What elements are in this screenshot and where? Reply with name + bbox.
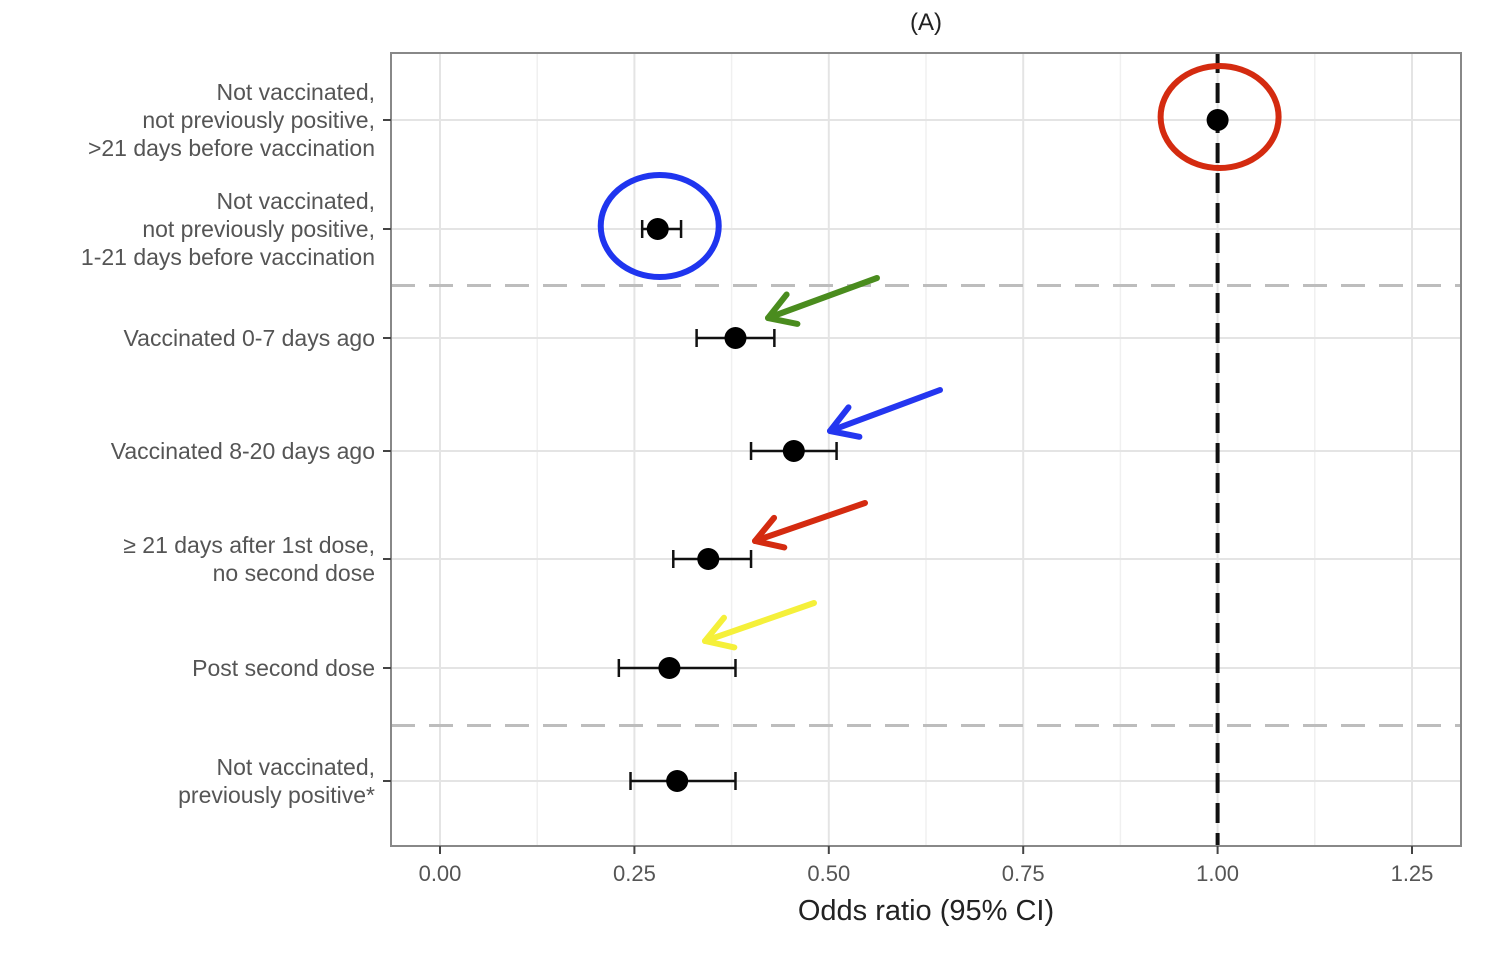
data-marks — [617, 109, 1229, 792]
y-tick-label-line: not previously positive, — [142, 216, 375, 242]
x-tick-label: 0.75 — [1002, 861, 1045, 886]
annotation-arrow — [765, 275, 880, 327]
y-tick-label-line: ≥ 21 days after 1st dose, — [123, 532, 375, 558]
y-tick-label-line: Vaccinated 8-20 days ago — [111, 438, 375, 464]
y-axis: Not vaccinated, not previously positive, >… — [81, 79, 391, 808]
point-estimate — [658, 657, 681, 679]
y-tick-label-line: Post second dose — [192, 655, 375, 681]
y-tick-label-line: >21 days before vaccination — [88, 135, 375, 161]
point-estimate — [782, 440, 805, 462]
arrow-shaft — [702, 600, 817, 644]
grid-lines — [391, 53, 1461, 846]
data-row-5 — [672, 548, 753, 570]
arrow-shaft — [752, 500, 868, 544]
x-axis: 0.00 0.25 0.50 0.75 1.00 1.25 — [419, 846, 1434, 886]
arrow-head — [702, 614, 738, 651]
data-row-6 — [617, 657, 737, 679]
data-row-4 — [749, 440, 838, 462]
data-row-1 — [1206, 109, 1229, 131]
y-tick-label-line: 1-21 days before vaccination — [81, 244, 375, 270]
y-tick-label: ≥ 21 days after 1st dose, no second dose — [123, 532, 375, 586]
y-tick-label: Vaccinated 0-7 days ago — [124, 325, 375, 351]
data-row-7 — [629, 770, 737, 792]
point-estimate — [724, 327, 747, 349]
arrow-head — [827, 404, 863, 440]
y-tick-label: Not vaccinated, not previously positive, 1… — [81, 188, 375, 270]
x-tick-label: 0.00 — [419, 861, 462, 886]
point-estimate — [1206, 109, 1229, 131]
y-tick-label-line: Not vaccinated, — [216, 754, 375, 780]
annotation-circle — [597, 172, 722, 280]
plot-panel-border — [390, 52, 1462, 847]
y-tick-label-line: Not vaccinated, — [216, 79, 375, 105]
y-tick-label-line: Vaccinated 0-7 days ago — [124, 325, 375, 351]
arrow-head — [765, 291, 801, 327]
y-tick-label: Vaccinated 8-20 days ago — [111, 438, 375, 464]
y-tick-label: Not vaccinated, not previously positive, >… — [88, 79, 375, 161]
point-estimate — [697, 548, 720, 570]
x-axis-label: Odds ratio (95% CI) — [798, 895, 1054, 927]
annotation-arrow — [752, 500, 868, 551]
arrow-shaft — [765, 275, 880, 321]
y-tick-label: Post second dose — [192, 655, 375, 681]
y-tick-label-line: not previously positive, — [142, 107, 375, 133]
annotations — [597, 63, 1282, 651]
y-tick-label: Not vaccinated, previously positive* — [178, 754, 375, 808]
point-estimate — [646, 218, 669, 240]
x-tick-label: 1.25 — [1391, 861, 1434, 886]
arrow-head — [752, 514, 788, 551]
annotation-arrow — [702, 600, 817, 651]
point-estimate — [666, 770, 689, 792]
x-tick-label: 0.25 — [613, 861, 656, 886]
arrow-shaft — [827, 387, 943, 434]
x-tick-label: 0.50 — [807, 861, 850, 886]
chart-title: (A) — [910, 9, 942, 36]
y-tick-label-line: no second dose — [213, 560, 375, 586]
data-row-3 — [695, 327, 776, 349]
data-row-2 — [640, 218, 683, 240]
y-tick-label-line: previously positive* — [178, 782, 375, 808]
group-separators — [391, 284, 1461, 727]
annotation-circle — [1157, 63, 1282, 171]
y-tick-label-line: Not vaccinated, — [216, 188, 375, 214]
annotation-arrow — [827, 387, 943, 440]
x-tick-label: 1.00 — [1196, 861, 1239, 886]
